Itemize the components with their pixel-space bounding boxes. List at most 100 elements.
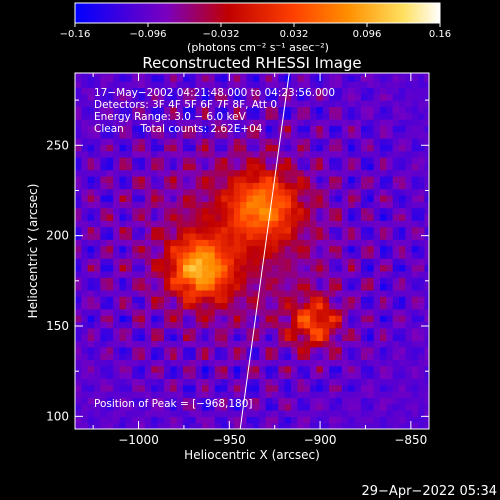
heatmap-cell	[138, 125, 146, 133]
heatmap-cell	[163, 81, 171, 89]
heatmap-cell	[233, 384, 241, 392]
heatmap-cell	[399, 308, 406, 316]
heatmap-cell	[170, 125, 178, 133]
heatmap-cell	[157, 365, 165, 373]
heatmap-cell	[157, 213, 165, 221]
heatmap-cell	[208, 359, 216, 367]
heatmap-cell	[373, 264, 381, 272]
heatmap-cell	[125, 340, 133, 348]
heatmap-cell	[271, 365, 279, 373]
heatmap-cell	[278, 232, 286, 240]
heatmap-cell	[386, 188, 394, 196]
heatmap-cell	[75, 334, 82, 342]
heatmap-cell	[265, 416, 273, 424]
heatmap-cell	[418, 176, 426, 183]
heatmap-cell	[87, 93, 95, 101]
heatmap-cell	[271, 112, 279, 120]
heatmap-cell	[341, 226, 349, 234]
heatmap-cell	[87, 359, 95, 367]
heatmap-cell	[271, 144, 279, 152]
heatmap-cell	[367, 182, 375, 190]
heatmap-cell	[94, 416, 102, 424]
heatmap-cell	[252, 258, 260, 266]
heatmap-cell	[119, 239, 127, 247]
heatmap-cell	[246, 340, 254, 348]
heatmap-cell	[106, 258, 114, 266]
heatmap-cell	[208, 157, 216, 164]
heatmap-cell	[170, 315, 178, 323]
heatmap-cell	[360, 372, 368, 379]
heatmap-cell	[189, 365, 197, 373]
heatmap-cell	[113, 353, 121, 361]
heatmap-cell	[322, 106, 330, 114]
heatmap-cell	[252, 378, 260, 386]
heatmap-cell	[373, 353, 381, 361]
heatmap-cell	[233, 416, 241, 424]
heatmap-cell	[278, 296, 286, 304]
heatmap-cell	[176, 207, 184, 215]
heatmap-cell	[87, 321, 95, 329]
heatmap-cell	[151, 112, 159, 120]
heatmap-cell	[367, 245, 375, 253]
heatmap-cell	[259, 131, 267, 139]
heatmap-cell	[113, 245, 121, 253]
heatmap-cell	[405, 378, 413, 386]
heatmap-cell	[291, 308, 298, 316]
heatmap-cell	[367, 207, 375, 215]
heatmap-cell	[81, 112, 89, 120]
heatmap-cell	[284, 239, 292, 247]
heatmap-cell	[316, 125, 324, 133]
heatmap-cell	[214, 157, 222, 164]
heatmap-cell	[94, 258, 102, 266]
heatmap-cell	[113, 289, 121, 297]
heatmap-cell	[94, 308, 102, 316]
heatmap-cell	[265, 144, 273, 152]
heatmap-cell	[424, 378, 429, 386]
heatmap-cell	[354, 378, 362, 386]
heatmap-cell	[113, 416, 121, 424]
heatmap-cell	[151, 106, 159, 114]
heatmap-cell	[284, 327, 292, 335]
heatmap-cell	[183, 150, 190, 158]
heatmap-cell	[144, 346, 152, 354]
heatmap-cell	[157, 416, 165, 424]
heatmap-cell	[316, 144, 324, 152]
heatmap-cell	[202, 138, 210, 145]
heatmap-cell	[418, 93, 426, 101]
heatmap-cell	[183, 315, 190, 323]
heatmap-cell	[303, 283, 311, 291]
heatmap-cell	[367, 416, 375, 424]
heatmap-cell	[189, 258, 197, 266]
heatmap-cell	[214, 378, 222, 386]
heatmap-cell	[271, 359, 279, 367]
heatmap-cell	[424, 87, 429, 95]
heatmap-cell	[424, 416, 429, 424]
heatmap-cell	[208, 258, 216, 266]
heatmap-cell	[360, 245, 368, 253]
heatmap-cell	[163, 346, 171, 354]
heatmap-cell	[367, 201, 375, 209]
heatmap-cell	[310, 410, 318, 417]
heatmap-cell	[335, 410, 343, 417]
heatmap-cell	[113, 182, 121, 190]
heatmap-cell	[278, 220, 286, 228]
heatmap-cell	[379, 340, 387, 348]
heatmap-cell	[176, 138, 184, 145]
heatmap-cell	[202, 131, 210, 139]
heatmap-cell	[202, 188, 210, 196]
heatmap-cell	[386, 131, 394, 139]
heatmap-cell	[341, 251, 349, 259]
heatmap-image	[75, 73, 429, 429]
heatmap-cell	[87, 81, 95, 89]
heatmap-cell	[176, 416, 184, 424]
heatmap-cell	[341, 182, 349, 190]
heatmap-cell	[208, 87, 216, 95]
heatmap-cell	[240, 296, 248, 304]
heatmap-cell	[367, 169, 375, 177]
heatmap-cell	[424, 289, 429, 297]
heatmap-cell	[335, 106, 343, 114]
heatmap-cell	[94, 289, 102, 297]
heatmap-cell	[125, 100, 133, 108]
heatmap-cell	[183, 131, 190, 139]
heatmap-cell	[151, 144, 159, 152]
